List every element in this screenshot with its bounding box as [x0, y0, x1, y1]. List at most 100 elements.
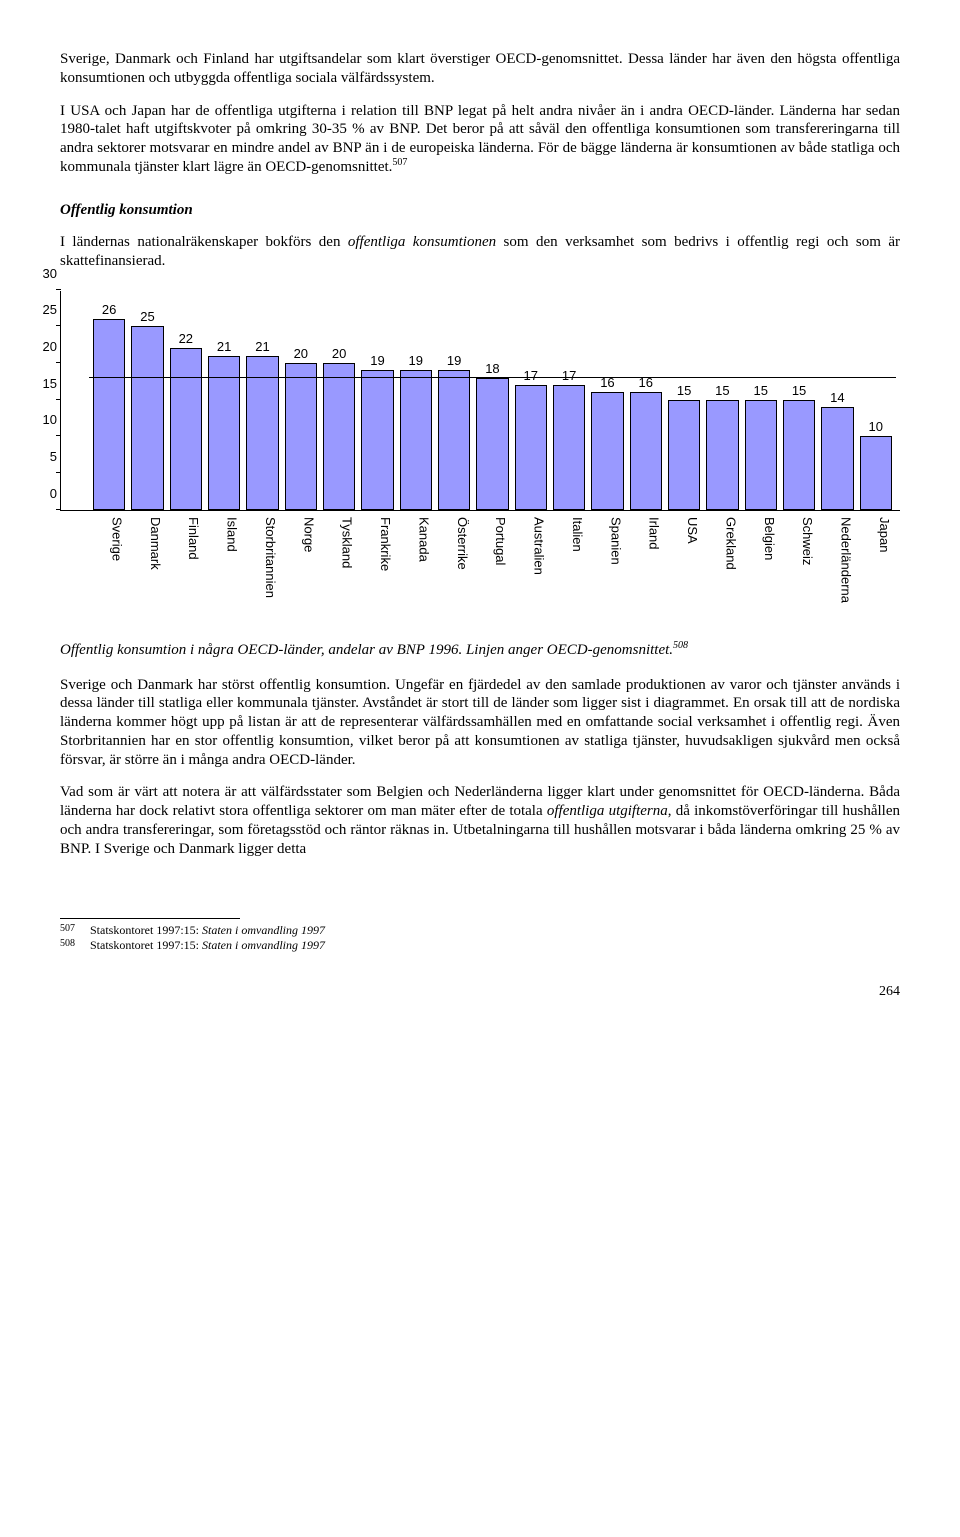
bar: 22	[170, 348, 202, 509]
paragraph-2: I USA och Japan har de offentliga utgift…	[60, 102, 900, 177]
bar: 14	[821, 407, 853, 510]
section-heading: Offentlig konsumtion	[60, 201, 900, 220]
bar: 10	[860, 436, 892, 509]
bar-slot: 26	[93, 319, 125, 510]
bar-slot: 22	[170, 348, 202, 509]
x-label: Sverige	[92, 517, 124, 627]
bar-value-label: 10	[868, 419, 882, 435]
paragraph-3a: I ländernas nationalräkenskaper bokförs …	[60, 234, 348, 250]
x-label: Storbritannien	[246, 517, 278, 627]
footnote-508-em: Staten i omvandling 1997	[202, 938, 325, 952]
bar-slot: 15	[783, 400, 815, 510]
bar: 15	[783, 400, 815, 510]
bar-slot: 17	[515, 385, 547, 510]
bar-slot: 15	[668, 400, 700, 510]
x-label: Kanada	[399, 517, 431, 627]
x-label: Finland	[169, 517, 201, 627]
bar-slot: 16	[591, 392, 623, 509]
bar-value-label: 20	[294, 346, 308, 362]
paragraph-5: Vad som är värt att notera är att välfär…	[60, 783, 900, 858]
footnote-507: 507 Statskontoret 1997:15: Staten i omva…	[60, 923, 900, 938]
bar-value-label: 15	[677, 383, 691, 399]
bar: 16	[591, 392, 623, 509]
paragraph-1: Sverige, Danmark och Finland har utgifts…	[60, 50, 900, 88]
bar: 15	[668, 400, 700, 510]
bar-value-label: 19	[409, 353, 423, 369]
x-label: Tyskland	[322, 517, 354, 627]
y-tick-label: 0	[33, 485, 57, 501]
x-label: Schweiz	[783, 517, 815, 627]
footnotes: 507 Statskontoret 1997:15: Staten i omva…	[60, 923, 900, 953]
chart-caption: Offentlig konsumtion i några OECD-länder…	[60, 641, 900, 660]
bar-slot: 20	[323, 363, 355, 510]
bar: 18	[476, 378, 508, 510]
x-label: Italien	[553, 517, 585, 627]
bar-slot: 19	[361, 370, 393, 509]
bar-value-label: 15	[792, 383, 806, 399]
bar: 25	[131, 326, 163, 509]
y-tick-label: 25	[33, 302, 57, 318]
bar: 15	[706, 400, 738, 510]
x-label: USA	[668, 517, 700, 627]
bar-slot: 18	[476, 378, 508, 510]
x-label: Belgien	[744, 517, 776, 627]
bar: 17	[515, 385, 547, 510]
bar: 20	[323, 363, 355, 510]
x-label: Japan	[860, 517, 892, 627]
bar: 21	[208, 356, 240, 510]
bar-chart: 2625222121202019191918171716161515151514…	[60, 291, 900, 627]
bar-value-label: 14	[830, 390, 844, 406]
bar: 20	[285, 363, 317, 510]
y-tick-label: 5	[33, 449, 57, 465]
bar-value-label: 15	[715, 383, 729, 399]
x-label: Danmark	[130, 517, 162, 627]
bar-slot: 10	[860, 436, 892, 509]
bar-slot: 17	[553, 385, 585, 510]
bar-value-label: 15	[754, 383, 768, 399]
bar-value-label: 22	[179, 331, 193, 347]
bar-slot: 25	[131, 326, 163, 509]
bar: 15	[745, 400, 777, 510]
bar: 21	[246, 356, 278, 510]
oecd-average-line	[89, 377, 896, 378]
paragraph-4: Sverige och Danmark har störst offentlig…	[60, 676, 900, 770]
bar-slot: 15	[706, 400, 738, 510]
y-tick-label: 30	[33, 265, 57, 281]
footnote-508-prefix: Statskontoret 1997:15:	[90, 938, 202, 952]
footnote-508-num: 508	[60, 938, 90, 953]
bar-value-label: 19	[447, 353, 461, 369]
paragraph-5-em: offentliga utgifterna	[547, 803, 668, 819]
x-label: Norge	[284, 517, 316, 627]
x-label: Spanien	[591, 517, 623, 627]
x-label: Portugal	[476, 517, 508, 627]
x-label: Island	[207, 517, 239, 627]
footnote-507-num: 507	[60, 923, 90, 938]
bar-slot: 21	[208, 356, 240, 510]
bar-slot: 19	[438, 370, 470, 509]
footnote-507-prefix: Statskontoret 1997:15:	[90, 923, 202, 937]
page-number: 264	[60, 983, 900, 1001]
bar: 19	[361, 370, 393, 509]
footnote-ref-507: 507	[392, 157, 407, 168]
bar-slot: 15	[745, 400, 777, 510]
bar: 17	[553, 385, 585, 510]
bar-slot: 20	[285, 363, 317, 510]
footnote-507-text: Statskontoret 1997:15: Staten i omvandli…	[90, 923, 900, 938]
x-label: Frankrike	[361, 517, 393, 627]
footnote-507-em: Staten i omvandling 1997	[202, 923, 325, 937]
x-label: Irland	[629, 517, 661, 627]
footnote-separator	[60, 918, 240, 919]
bar-value-label: 16	[639, 375, 653, 391]
y-tick-label: 10	[33, 412, 57, 428]
y-tick-label: 20	[33, 339, 57, 355]
bar-value-label: 21	[255, 339, 269, 355]
bar-slot: 16	[630, 392, 662, 509]
paragraph-3: I ländernas nationalräkenskaper bokförs …	[60, 233, 900, 271]
footnote-ref-508: 508	[673, 640, 688, 651]
x-label: Nederländerna	[821, 517, 853, 627]
bar-value-label: 26	[102, 302, 116, 318]
bar-value-label: 21	[217, 339, 231, 355]
x-label: Australien	[514, 517, 546, 627]
bar-value-label: 19	[370, 353, 384, 369]
x-label: Grekland	[706, 517, 738, 627]
